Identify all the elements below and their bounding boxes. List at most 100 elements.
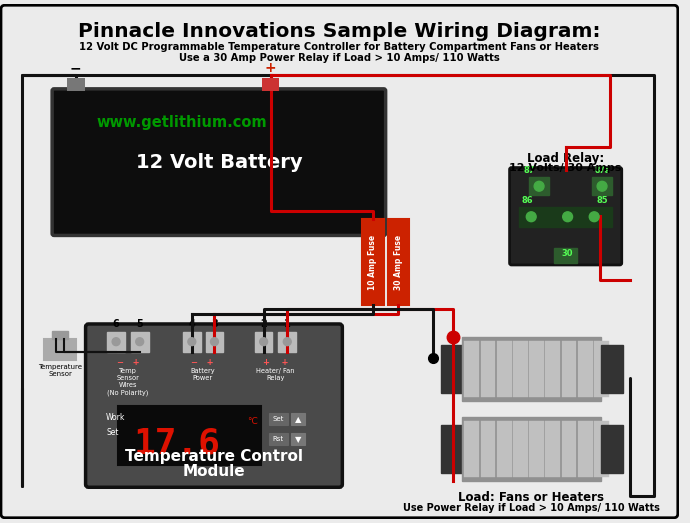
Bar xyxy=(441,345,462,393)
Bar xyxy=(206,332,224,351)
Text: 30: 30 xyxy=(562,249,573,258)
Circle shape xyxy=(526,212,536,222)
Bar xyxy=(601,345,622,393)
Bar xyxy=(255,332,273,351)
Bar xyxy=(513,340,528,397)
Circle shape xyxy=(188,338,196,346)
Circle shape xyxy=(534,181,544,191)
Bar xyxy=(554,248,578,263)
Text: Temperature
Sensor: Temperature Sensor xyxy=(38,365,82,377)
Text: Rst: Rst xyxy=(273,436,284,442)
Text: −: − xyxy=(70,61,81,75)
Bar xyxy=(118,406,261,464)
Text: 12 Volt DC Programmable Temperature Controller for Battery Compartment Fans or H: 12 Volt DC Programmable Temperature Cont… xyxy=(79,42,600,52)
Bar xyxy=(513,422,528,477)
Circle shape xyxy=(597,181,607,191)
Text: Battery
Power: Battery Power xyxy=(190,368,215,381)
Bar xyxy=(546,422,560,477)
Text: 10 Amp Fuse: 10 Amp Fuse xyxy=(368,234,377,290)
Bar xyxy=(52,331,68,339)
Text: 1: 1 xyxy=(284,319,290,329)
Text: −   +: − + xyxy=(117,358,139,367)
Text: +    +: + + xyxy=(263,358,288,367)
Bar xyxy=(291,433,305,445)
Text: Work: Work xyxy=(106,413,126,422)
Text: Use a 30 Amp Power Relay if Load > 10 Amps/ 110 Watts: Use a 30 Amp Power Relay if Load > 10 Am… xyxy=(179,53,500,63)
Bar xyxy=(562,340,576,397)
Bar xyxy=(462,337,601,401)
Bar xyxy=(441,425,462,473)
Circle shape xyxy=(259,338,268,346)
Text: Temperature Control: Temperature Control xyxy=(125,449,303,464)
FancyBboxPatch shape xyxy=(52,89,386,235)
Text: 87: 87 xyxy=(524,166,535,175)
Text: 17.6: 17.6 xyxy=(134,426,221,460)
Bar xyxy=(268,414,288,425)
Text: Temp
Sensor
Wires
(No Polarity): Temp Sensor Wires (No Polarity) xyxy=(107,368,148,396)
Bar xyxy=(601,425,622,473)
Text: 6: 6 xyxy=(112,319,119,329)
Bar xyxy=(594,340,609,397)
Bar xyxy=(131,332,148,351)
Text: Load: Fans or Heaters: Load: Fans or Heaters xyxy=(458,491,604,504)
Bar xyxy=(529,422,544,477)
Bar xyxy=(183,332,201,351)
Bar xyxy=(67,78,85,91)
Text: ▼: ▼ xyxy=(295,435,302,444)
Bar xyxy=(464,340,479,397)
Text: 30 Amp Fuse: 30 Amp Fuse xyxy=(394,234,403,290)
Text: +: + xyxy=(265,61,276,75)
Bar xyxy=(462,417,601,481)
Bar xyxy=(480,422,495,477)
Text: www.getlithium.com: www.getlithium.com xyxy=(97,116,267,130)
Text: Module: Module xyxy=(183,464,245,479)
Bar xyxy=(497,340,511,397)
Text: 5: 5 xyxy=(137,319,143,329)
Text: Heater/ Fan
Relay: Heater/ Fan Relay xyxy=(256,368,295,381)
Text: 12 Volts/ 30 Amps: 12 Volts/ 30 Amps xyxy=(509,163,622,173)
Text: Pinnacle Innovations Sample Wiring Diagram:: Pinnacle Innovations Sample Wiring Diagr… xyxy=(78,22,600,41)
Text: 2: 2 xyxy=(260,319,267,329)
FancyBboxPatch shape xyxy=(510,167,622,265)
Text: ▲: ▲ xyxy=(295,415,302,424)
Text: −   +: − + xyxy=(191,358,214,367)
Bar xyxy=(520,207,612,226)
Bar xyxy=(592,177,612,195)
Text: 4: 4 xyxy=(188,319,195,329)
Text: 85: 85 xyxy=(596,196,608,205)
Bar xyxy=(546,340,560,397)
Bar xyxy=(388,219,409,305)
FancyBboxPatch shape xyxy=(86,324,342,487)
Text: Load Relay:: Load Relay: xyxy=(527,152,604,165)
Bar xyxy=(262,78,279,91)
Bar xyxy=(278,332,296,351)
Bar xyxy=(578,340,593,397)
Circle shape xyxy=(210,338,219,346)
Text: 12 Volt Battery: 12 Volt Battery xyxy=(135,153,302,172)
Circle shape xyxy=(284,338,291,346)
Bar xyxy=(529,340,544,397)
Bar xyxy=(529,177,549,195)
Circle shape xyxy=(112,338,120,346)
Bar xyxy=(480,340,495,397)
Bar xyxy=(107,332,125,351)
Text: 3: 3 xyxy=(211,319,218,329)
Text: 86: 86 xyxy=(522,196,533,205)
Bar xyxy=(362,219,384,305)
Bar xyxy=(497,422,511,477)
Bar xyxy=(594,422,609,477)
Bar xyxy=(44,339,76,360)
Bar xyxy=(578,422,593,477)
Text: 87a: 87a xyxy=(594,166,610,175)
Bar xyxy=(291,414,305,425)
Bar xyxy=(464,422,479,477)
Text: Set: Set xyxy=(106,428,119,437)
Text: Set: Set xyxy=(273,416,284,423)
Text: °C: °C xyxy=(248,417,258,426)
Circle shape xyxy=(136,338,144,346)
Circle shape xyxy=(563,212,573,222)
Circle shape xyxy=(589,212,599,222)
Text: Use Power Relay if Load > 10 Amps/ 110 Watts: Use Power Relay if Load > 10 Amps/ 110 W… xyxy=(403,503,660,513)
Bar xyxy=(268,433,288,445)
Bar xyxy=(562,422,576,477)
